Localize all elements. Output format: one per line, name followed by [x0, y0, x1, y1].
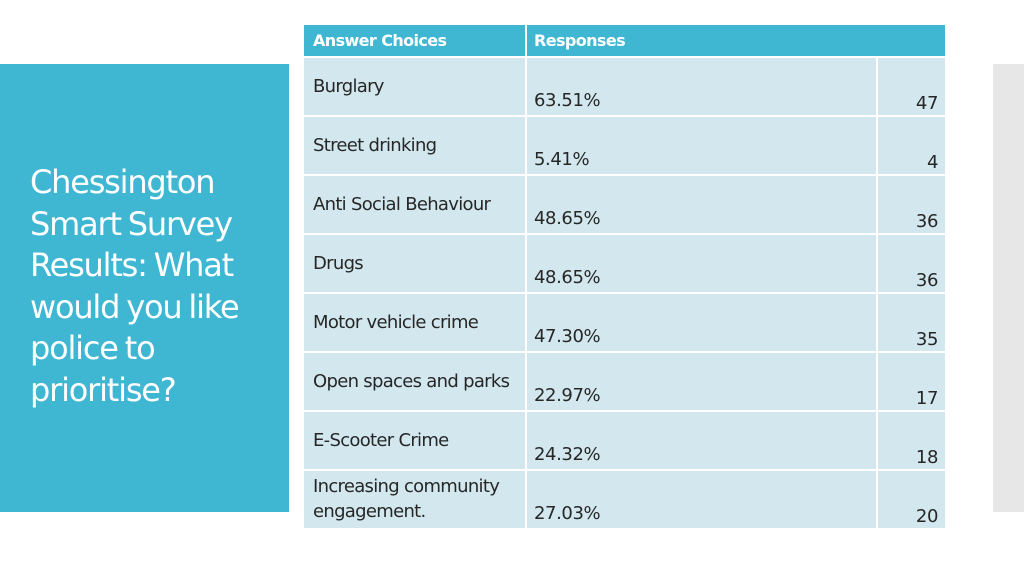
header-answer-choices: Answer Choices [313, 31, 447, 50]
header-divider [525, 25, 527, 56]
table-row: Street drinking 5.41% 4 [304, 117, 945, 174]
table-row: Drugs 48.65% 36 [304, 235, 945, 292]
response-percent: 24.32% [534, 444, 601, 465]
response-count: 47 [915, 93, 939, 114]
response-count: 35 [915, 329, 939, 350]
right-side-bar [993, 64, 1024, 512]
response-count: 18 [915, 447, 939, 468]
answer-choice: Street drinking [313, 135, 437, 156]
response-percent: 27.03% [534, 503, 601, 524]
table-row: Increasing community engagement. 27.03% … [304, 471, 945, 528]
response-percent: 63.51% [534, 90, 601, 111]
table-row: Anti Social Behaviour 48.65% 36 [304, 176, 945, 233]
answer-choice: Increasing community engagement. [313, 476, 500, 522]
response-percent: 5.41% [534, 149, 590, 170]
response-count: 36 [915, 211, 939, 232]
header-responses: Responses [534, 31, 626, 50]
survey-results-table: Answer Choices Responses Burglary 63.51%… [304, 25, 945, 528]
answer-choice: E-Scooter Crime [313, 430, 449, 451]
response-percent: 48.65% [534, 208, 601, 229]
title-panel [0, 64, 289, 512]
response-percent: 48.65% [534, 267, 601, 288]
slide-title: Chessington Smart Survey Results: What w… [30, 163, 240, 409]
answer-choice: Drugs [313, 253, 364, 274]
response-percent: 47.30% [534, 326, 601, 347]
answer-choice: Motor vehicle crime [313, 312, 479, 333]
table-header-row: Answer Choices Responses [304, 25, 945, 56]
response-count: 4 [926, 152, 938, 173]
table-row: E-Scooter Crime 24.32% 18 [304, 412, 945, 469]
response-percent: 22.97% [534, 385, 601, 406]
table-row: Burglary 63.51% 47 [304, 58, 945, 115]
answer-choice: Anti Social Behaviour [313, 194, 491, 215]
response-count: 36 [915, 270, 939, 291]
table-row: Motor vehicle crime 47.30% 35 [304, 294, 945, 351]
answer-choice: Open spaces and parks [313, 371, 510, 392]
response-count: 20 [915, 506, 939, 527]
answer-choice: Burglary [313, 76, 384, 97]
response-count: 17 [915, 388, 939, 409]
table-row: Open spaces and parks 22.97% 17 [304, 353, 945, 410]
